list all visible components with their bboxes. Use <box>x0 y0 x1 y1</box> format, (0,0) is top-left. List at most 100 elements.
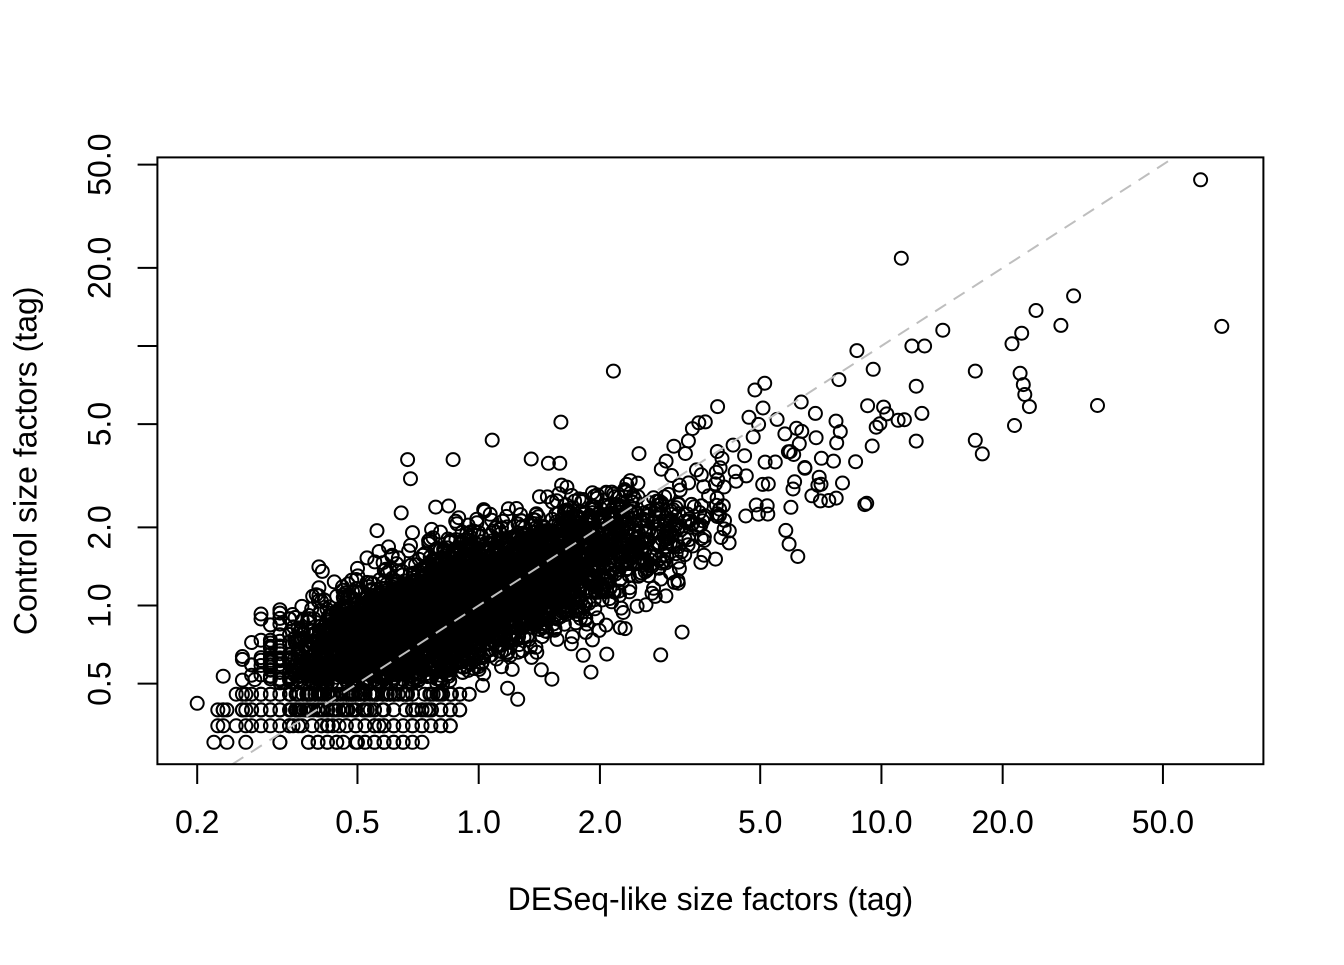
data-point <box>210 702 226 718</box>
data-point <box>238 702 254 718</box>
data-point <box>547 622 563 638</box>
data-point <box>474 570 490 586</box>
data-point <box>1007 418 1022 433</box>
data-point <box>536 620 552 635</box>
data-point <box>472 577 488 593</box>
data-point <box>262 652 278 668</box>
data-point <box>539 624 555 640</box>
data-point <box>332 624 348 640</box>
y-tick-label: 5.0 <box>82 402 118 446</box>
data-point <box>408 557 424 573</box>
data-point <box>666 574 682 590</box>
data-point <box>440 531 456 547</box>
data-point <box>405 675 421 691</box>
data-point <box>635 541 651 557</box>
data-point <box>337 632 353 648</box>
data-point <box>787 474 803 490</box>
data-point <box>638 597 654 613</box>
data-point <box>311 559 327 575</box>
data-point <box>405 734 420 750</box>
data-point <box>622 473 638 489</box>
data-point <box>868 419 884 435</box>
data-point <box>238 718 254 734</box>
data-point <box>1014 325 1030 341</box>
data-point <box>781 536 797 552</box>
data-point <box>314 633 330 649</box>
data-point <box>461 686 477 702</box>
data-point <box>532 489 547 505</box>
data-point <box>536 543 552 559</box>
data-point <box>272 702 288 718</box>
data-point <box>403 471 418 487</box>
data-point <box>757 454 773 470</box>
data-point <box>477 609 492 625</box>
data-point <box>335 702 351 718</box>
data-point <box>500 680 516 696</box>
data-point <box>552 455 568 471</box>
data-point <box>484 546 500 562</box>
data-point <box>365 606 381 622</box>
data-point <box>367 642 383 658</box>
data-point <box>446 547 462 563</box>
data-point <box>769 411 785 427</box>
data-point <box>673 522 689 538</box>
data-point <box>319 718 335 734</box>
data-point <box>603 569 619 584</box>
data-point <box>301 608 317 623</box>
data-point <box>812 493 828 509</box>
data-point <box>304 636 320 652</box>
data-point <box>651 560 667 576</box>
data-point <box>488 585 504 601</box>
data-point <box>797 460 813 476</box>
data-point <box>357 734 373 750</box>
data-point <box>442 718 458 734</box>
data-point <box>751 416 767 432</box>
data-point <box>450 645 465 660</box>
data-point <box>381 539 396 555</box>
data-point <box>244 702 260 718</box>
data-point <box>527 557 542 573</box>
data-point <box>367 718 382 734</box>
data-point <box>544 671 560 687</box>
data-point <box>383 686 398 702</box>
data-point <box>513 583 529 598</box>
data-point <box>484 432 500 448</box>
data-point <box>857 497 873 513</box>
data-point <box>481 569 497 584</box>
data-point <box>396 587 412 603</box>
data-point <box>314 563 330 579</box>
data-point <box>262 638 278 654</box>
data-point <box>383 614 398 630</box>
data-point <box>454 664 470 680</box>
data-point <box>1028 303 1044 318</box>
data-point <box>404 667 420 683</box>
data-point <box>586 536 602 552</box>
data-point <box>741 409 757 425</box>
data-point <box>671 477 687 493</box>
data-point <box>521 632 537 648</box>
data-point <box>534 576 549 592</box>
x-tick-label: 0.2 <box>175 804 219 840</box>
identity-reference-line <box>231 156 1175 766</box>
data-point <box>807 405 823 421</box>
data-point <box>253 718 269 734</box>
data-point <box>553 414 569 430</box>
data-point <box>462 528 477 544</box>
data-point <box>778 522 794 538</box>
data-point <box>441 498 457 514</box>
data-point <box>635 511 651 527</box>
data-point <box>696 547 712 563</box>
data-point <box>287 610 303 625</box>
data-point <box>644 514 660 530</box>
data-point <box>504 600 520 616</box>
data-point <box>646 580 661 596</box>
data-point <box>811 469 827 485</box>
data-point <box>481 553 497 569</box>
data-point <box>296 674 312 690</box>
data-point <box>272 650 288 666</box>
data-point <box>523 451 539 467</box>
data-point <box>247 672 263 688</box>
data-point <box>374 597 390 613</box>
data-point <box>808 430 824 446</box>
data-point <box>493 526 509 542</box>
